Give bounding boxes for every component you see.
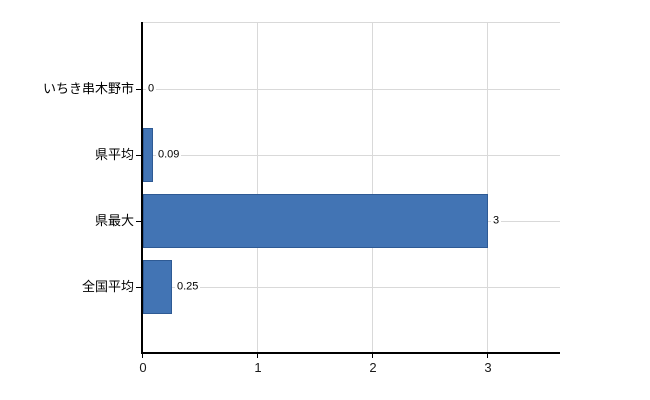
category-label: 県平均 <box>94 147 134 162</box>
x-axis-tick-label: 3 <box>484 360 492 375</box>
x-axis-tick-label: 2 <box>369 360 377 375</box>
bar <box>143 128 153 182</box>
grid-line-horizontal <box>143 89 560 90</box>
category-tick-mark <box>136 287 142 288</box>
bar-value-label: 0 <box>146 82 157 96</box>
category-tick-mark <box>136 155 142 156</box>
y-axis-line <box>141 22 143 353</box>
plot-top-border <box>143 22 560 23</box>
x-axis-line <box>141 352 560 354</box>
x-axis-tick-mark <box>142 354 143 358</box>
grid-line-vertical <box>487 22 488 352</box>
x-axis-tick-label: 1 <box>254 360 262 375</box>
grid-line-horizontal <box>143 155 560 156</box>
category-tick-mark <box>136 221 142 222</box>
grid-line-horizontal <box>143 287 560 288</box>
x-axis-tick-mark <box>372 354 373 358</box>
grid-line-vertical <box>372 22 373 352</box>
bar-value-label: 0.25 <box>175 280 201 294</box>
grid-line-vertical <box>257 22 258 352</box>
category-tick-mark <box>136 89 142 90</box>
x-axis-tick-mark <box>487 354 488 358</box>
x-axis-tick-mark <box>257 354 258 358</box>
category-label: いちき串木野市 <box>42 81 134 96</box>
category-label: 全国平均 <box>81 279 134 294</box>
plot-area: 0 0.09 3 0.25 <box>143 22 560 352</box>
bar <box>143 260 172 314</box>
category-label: 県最大 <box>94 213 134 228</box>
bar-value-label: 3 <box>491 214 502 228</box>
bar-value-label: 0.09 <box>156 148 182 162</box>
x-axis-tick-label: 0 <box>139 360 147 375</box>
bar <box>143 194 488 248</box>
